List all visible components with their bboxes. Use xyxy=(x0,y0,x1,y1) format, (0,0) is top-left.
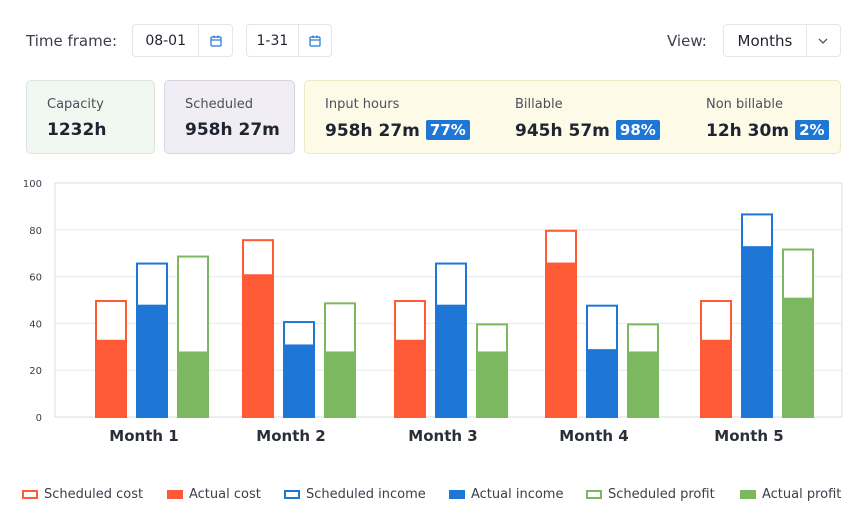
input-hours-label: Input hours xyxy=(325,97,400,112)
legend-item: Scheduled cost xyxy=(22,487,143,502)
non-billable-label: Non billable xyxy=(706,97,783,112)
x-tick-label: Month 4 xyxy=(559,427,628,445)
x-tick-label: Month 5 xyxy=(714,427,783,445)
bar-actual-cost xyxy=(700,339,732,417)
scheduled-label: Scheduled xyxy=(185,97,253,112)
bar-actual-income xyxy=(136,304,168,417)
input-hours-stat: 958h 27m 77% xyxy=(325,120,470,141)
chart-legend: Scheduled cost Actual cost Scheduled incom… xyxy=(0,487,861,507)
y-tick-label: 40 xyxy=(29,319,42,330)
input-hours-percent-badge: 77% xyxy=(425,120,470,140)
chevron-down-icon[interactable] xyxy=(805,25,840,56)
view-select-value[interactable]: Months xyxy=(737,31,793,50)
calendar-icon[interactable] xyxy=(297,25,331,56)
view-label: View: xyxy=(667,32,707,50)
legend-swatch xyxy=(167,490,183,499)
legend-label: Actual cost xyxy=(189,487,261,502)
y-tick-label: 20 xyxy=(29,366,42,377)
legend-item: Scheduled income xyxy=(284,487,426,502)
legend-label: Scheduled income xyxy=(306,487,426,502)
non-billable-stat: 12h 30m 2% xyxy=(706,120,829,141)
bar-actual-income xyxy=(283,344,315,417)
y-tick-label: 0 xyxy=(36,413,42,424)
capacity-value: 1232h xyxy=(47,120,107,140)
bar-actual-profit xyxy=(177,351,209,417)
non-billable-value: 12h 30m xyxy=(706,121,790,141)
legend-swatch xyxy=(284,490,300,499)
non-billable-percent-badge: 2% xyxy=(795,120,829,140)
time-frame-label: Time frame: xyxy=(26,32,118,50)
bar-actual-cost xyxy=(545,262,577,417)
x-tick-label: Month 1 xyxy=(109,427,178,445)
end-date-picker[interactable]: 1-31 xyxy=(246,24,332,57)
end-date-value[interactable]: 1-31 xyxy=(256,32,289,49)
bar-actual-income xyxy=(586,349,618,417)
capacity-card: Capacity 1232h xyxy=(26,80,155,154)
bar-actual-profit xyxy=(782,297,814,417)
hours-card: Input hours 958h 27m 77% Billable 945h 57… xyxy=(304,80,841,154)
bar-chart: 0 20 40 60 80 100 Month 1 Month 2 Month 3 Month 4… xyxy=(23,179,843,445)
bar-actual-income xyxy=(741,246,773,417)
legend-item: Actual cost xyxy=(167,487,261,502)
legend-label: Actual profit xyxy=(762,487,842,502)
billable-percent-badge: 98% xyxy=(615,120,660,140)
legend-swatch xyxy=(449,490,465,499)
y-tick-label: 60 xyxy=(29,273,42,284)
calendar-icon[interactable] xyxy=(198,25,232,56)
legend-item: Scheduled profit xyxy=(586,487,715,502)
bar-actual-cost xyxy=(242,274,274,417)
scheduled-value: 958h 27m xyxy=(185,120,280,140)
input-hours-value: 958h 27m xyxy=(325,121,420,141)
legend-swatch xyxy=(740,490,756,499)
y-tick-label: 100 xyxy=(23,179,42,190)
legend-item: Actual income xyxy=(449,487,563,502)
bar-actual-cost xyxy=(394,339,426,417)
legend-swatch xyxy=(22,490,38,499)
billable-value: 945h 57m xyxy=(515,121,610,141)
capacity-label: Capacity xyxy=(47,97,104,112)
billable-label: Billable xyxy=(515,97,563,112)
legend-label: Scheduled cost xyxy=(44,487,144,502)
legend-label: Scheduled profit xyxy=(608,487,715,502)
legend-swatch xyxy=(586,490,602,499)
start-date-value[interactable]: 08-01 xyxy=(145,32,186,49)
x-tick-label: Month 3 xyxy=(408,427,477,445)
billable-stat: 945h 57m 98% xyxy=(515,120,660,141)
y-tick-label: 80 xyxy=(29,226,42,237)
bar-actual-profit xyxy=(324,351,356,417)
legend-label: Actual income xyxy=(471,487,564,502)
bar-actual-profit xyxy=(476,351,508,417)
start-date-picker[interactable]: 08-01 xyxy=(132,24,233,57)
bar-actual-cost xyxy=(95,339,127,417)
view-select[interactable]: Months xyxy=(723,24,841,57)
x-tick-label: Month 2 xyxy=(256,427,325,445)
bar-actual-profit xyxy=(627,351,659,417)
legend-item: Actual profit xyxy=(740,487,841,502)
bar-actual-income xyxy=(435,304,467,417)
scheduled-card: Scheduled 958h 27m xyxy=(164,80,295,154)
